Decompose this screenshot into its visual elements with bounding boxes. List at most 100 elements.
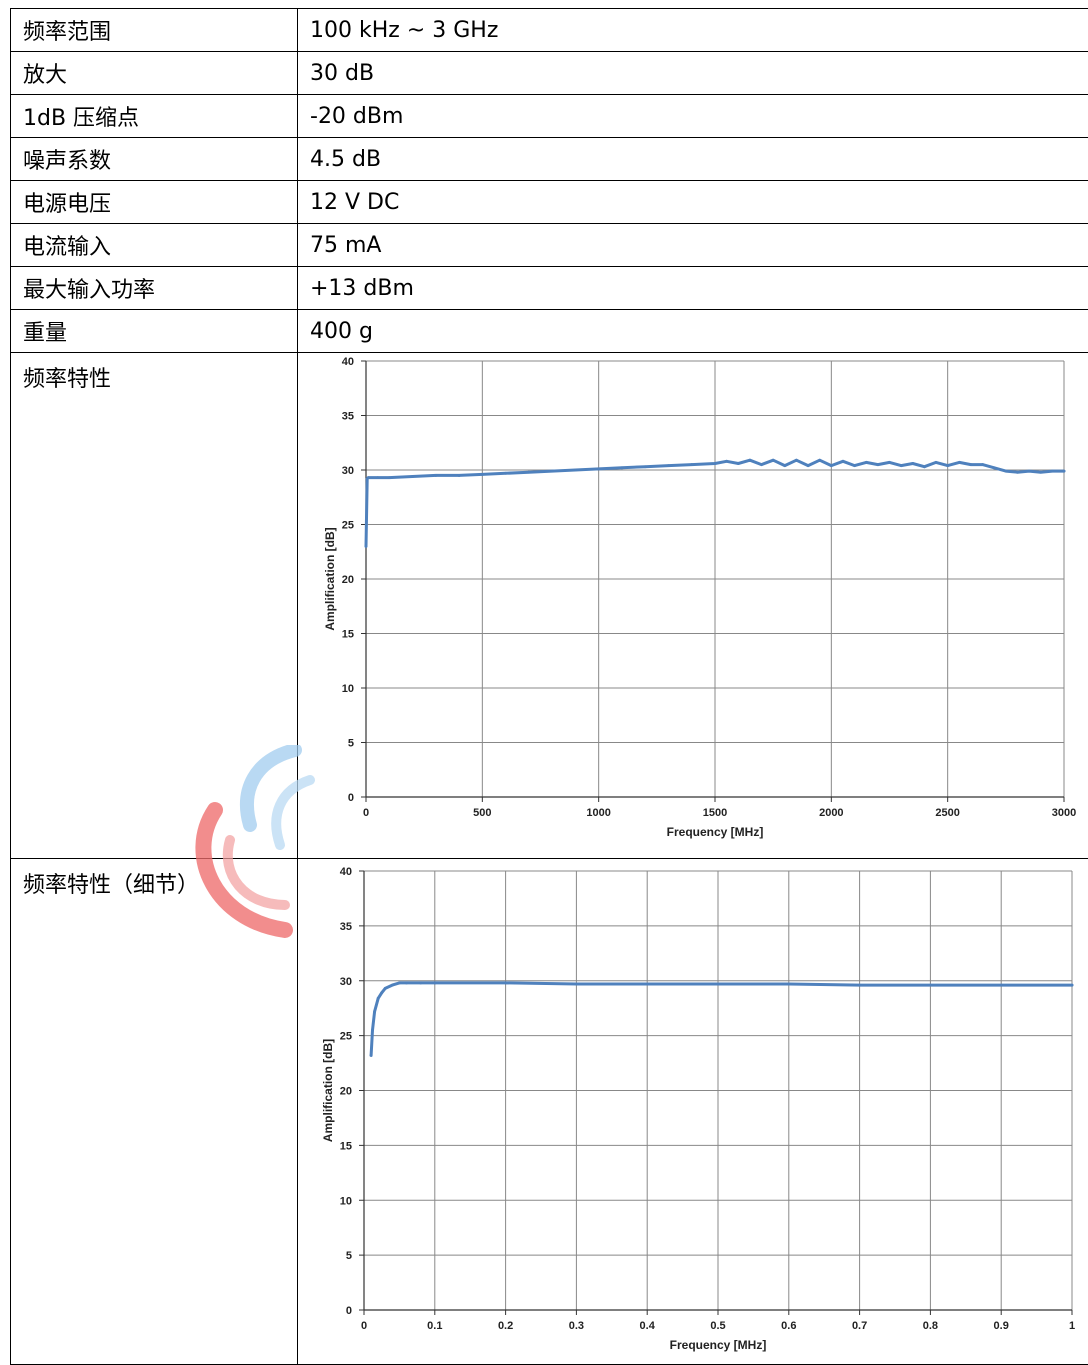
- data-point: [434, 474, 437, 477]
- data-point: [419, 982, 422, 985]
- data-point: [946, 464, 949, 467]
- spec-row-p1db: 1dB 压缩点 -20 dBm: [11, 95, 1088, 138]
- spec-label: 电流输入: [11, 224, 298, 267]
- spec-label: 最大输入功率: [11, 267, 298, 310]
- data-point: [391, 984, 394, 987]
- x-axis-title: Frequency [MHz]: [667, 825, 764, 839]
- spec-value: 400 g: [298, 310, 1088, 353]
- data-point: [405, 982, 408, 985]
- spec-label: 频率范围: [11, 9, 298, 52]
- x-tick-label: 1000: [586, 807, 610, 819]
- spec-row-supply-voltage: 电源电压 12 V DC: [11, 181, 1088, 224]
- data-point: [574, 469, 577, 472]
- data-point: [858, 984, 861, 987]
- data-point: [725, 460, 728, 463]
- data-point: [900, 464, 903, 467]
- x-tick-label: 0.6: [781, 1320, 796, 1332]
- data-point: [911, 462, 914, 465]
- y-tick-label: 35: [340, 921, 352, 933]
- data-point: [981, 463, 984, 466]
- spec-value: -20 dBm: [298, 95, 1088, 138]
- data-point: [923, 465, 926, 468]
- data-point: [388, 476, 391, 479]
- data-point: [481, 473, 484, 476]
- data-point: [865, 461, 868, 464]
- data-point: [958, 461, 961, 464]
- y-tick-label: 5: [348, 738, 354, 750]
- data-point: [749, 459, 752, 462]
- data-point: [935, 461, 938, 464]
- data-point: [597, 468, 600, 471]
- y-tick-label: 10: [342, 683, 354, 695]
- data-point: [411, 475, 414, 478]
- x-tick-label: 500: [473, 807, 491, 819]
- data-point: [795, 459, 798, 462]
- spec-label: 放大: [11, 52, 298, 95]
- spec-label: 电源电压: [11, 181, 298, 224]
- data-point: [646, 983, 649, 986]
- data-point: [504, 982, 507, 985]
- data-point: [760, 463, 763, 466]
- y-tick-label: 25: [340, 1031, 352, 1043]
- x-tick-label: 1500: [703, 807, 727, 819]
- data-point: [717, 983, 720, 986]
- data-point: [458, 474, 461, 477]
- data-point: [1039, 471, 1042, 474]
- y-tick-label: 40: [342, 356, 354, 368]
- data-point: [367, 476, 370, 479]
- y-axis-title: Amplification [dB]: [321, 1039, 335, 1142]
- x-tick-label: 2000: [819, 807, 843, 819]
- data-point: [1000, 984, 1003, 987]
- data-point: [772, 459, 775, 462]
- data-point: [737, 462, 740, 465]
- spec-row-current: 电流输入 75 mA: [11, 224, 1088, 267]
- y-tick-label: 10: [340, 1195, 352, 1207]
- data-point: [853, 464, 856, 467]
- spec-value: +13 dBm: [298, 267, 1088, 310]
- spec-label: 频率特性: [11, 353, 298, 859]
- data-point: [1051, 470, 1054, 473]
- y-tick-label: 30: [340, 976, 352, 988]
- x-tick-label: 0.9: [994, 1320, 1009, 1332]
- spec-row-max-input-power: 最大输入功率 +13 dBm: [11, 267, 1088, 310]
- spec-row-frequency-range: 频率范围 100 kHz ~ 3 GHz: [11, 9, 1088, 52]
- x-tick-label: 0.5: [710, 1320, 725, 1332]
- gridlines: [366, 361, 1064, 797]
- data-point: [575, 983, 578, 986]
- y-axis-title: Amplification [dB]: [323, 527, 337, 630]
- gridlines: [364, 871, 1072, 1310]
- data-point: [621, 466, 624, 469]
- x-tick-label: 0.4: [640, 1320, 656, 1332]
- data-point: [1063, 470, 1066, 473]
- data-point: [433, 982, 436, 985]
- data-point: [807, 464, 810, 467]
- spec-value: 75 mA: [298, 224, 1088, 267]
- series-line: [371, 983, 1072, 1056]
- y-tick-label: 25: [342, 520, 354, 532]
- data-point: [714, 462, 717, 465]
- data-point: [373, 1010, 376, 1013]
- spec-value: 100 kHz ~ 3 GHz: [298, 9, 1088, 52]
- spec-value: 12 V DC: [298, 181, 1088, 224]
- data-point: [365, 545, 368, 548]
- data-point: [1028, 470, 1031, 473]
- data-point: [876, 463, 879, 466]
- x-tick-label: 0.1: [427, 1320, 442, 1332]
- x-axis-title: Frequency [MHz]: [670, 1338, 767, 1352]
- data-point: [818, 459, 821, 462]
- y-tick-label: 0: [346, 1305, 352, 1317]
- spec-label: 频率特性（细节）: [11, 859, 298, 1365]
- data-point: [970, 463, 973, 466]
- x-tick-label: 2500: [935, 807, 959, 819]
- data-point: [993, 466, 996, 469]
- x-tick-label: 0: [363, 807, 369, 819]
- y-tick-label: 20: [342, 574, 354, 586]
- data-point: [370, 1054, 373, 1057]
- y-tick-label: 5: [346, 1250, 352, 1262]
- data-point: [527, 471, 530, 474]
- data-point: [398, 982, 401, 985]
